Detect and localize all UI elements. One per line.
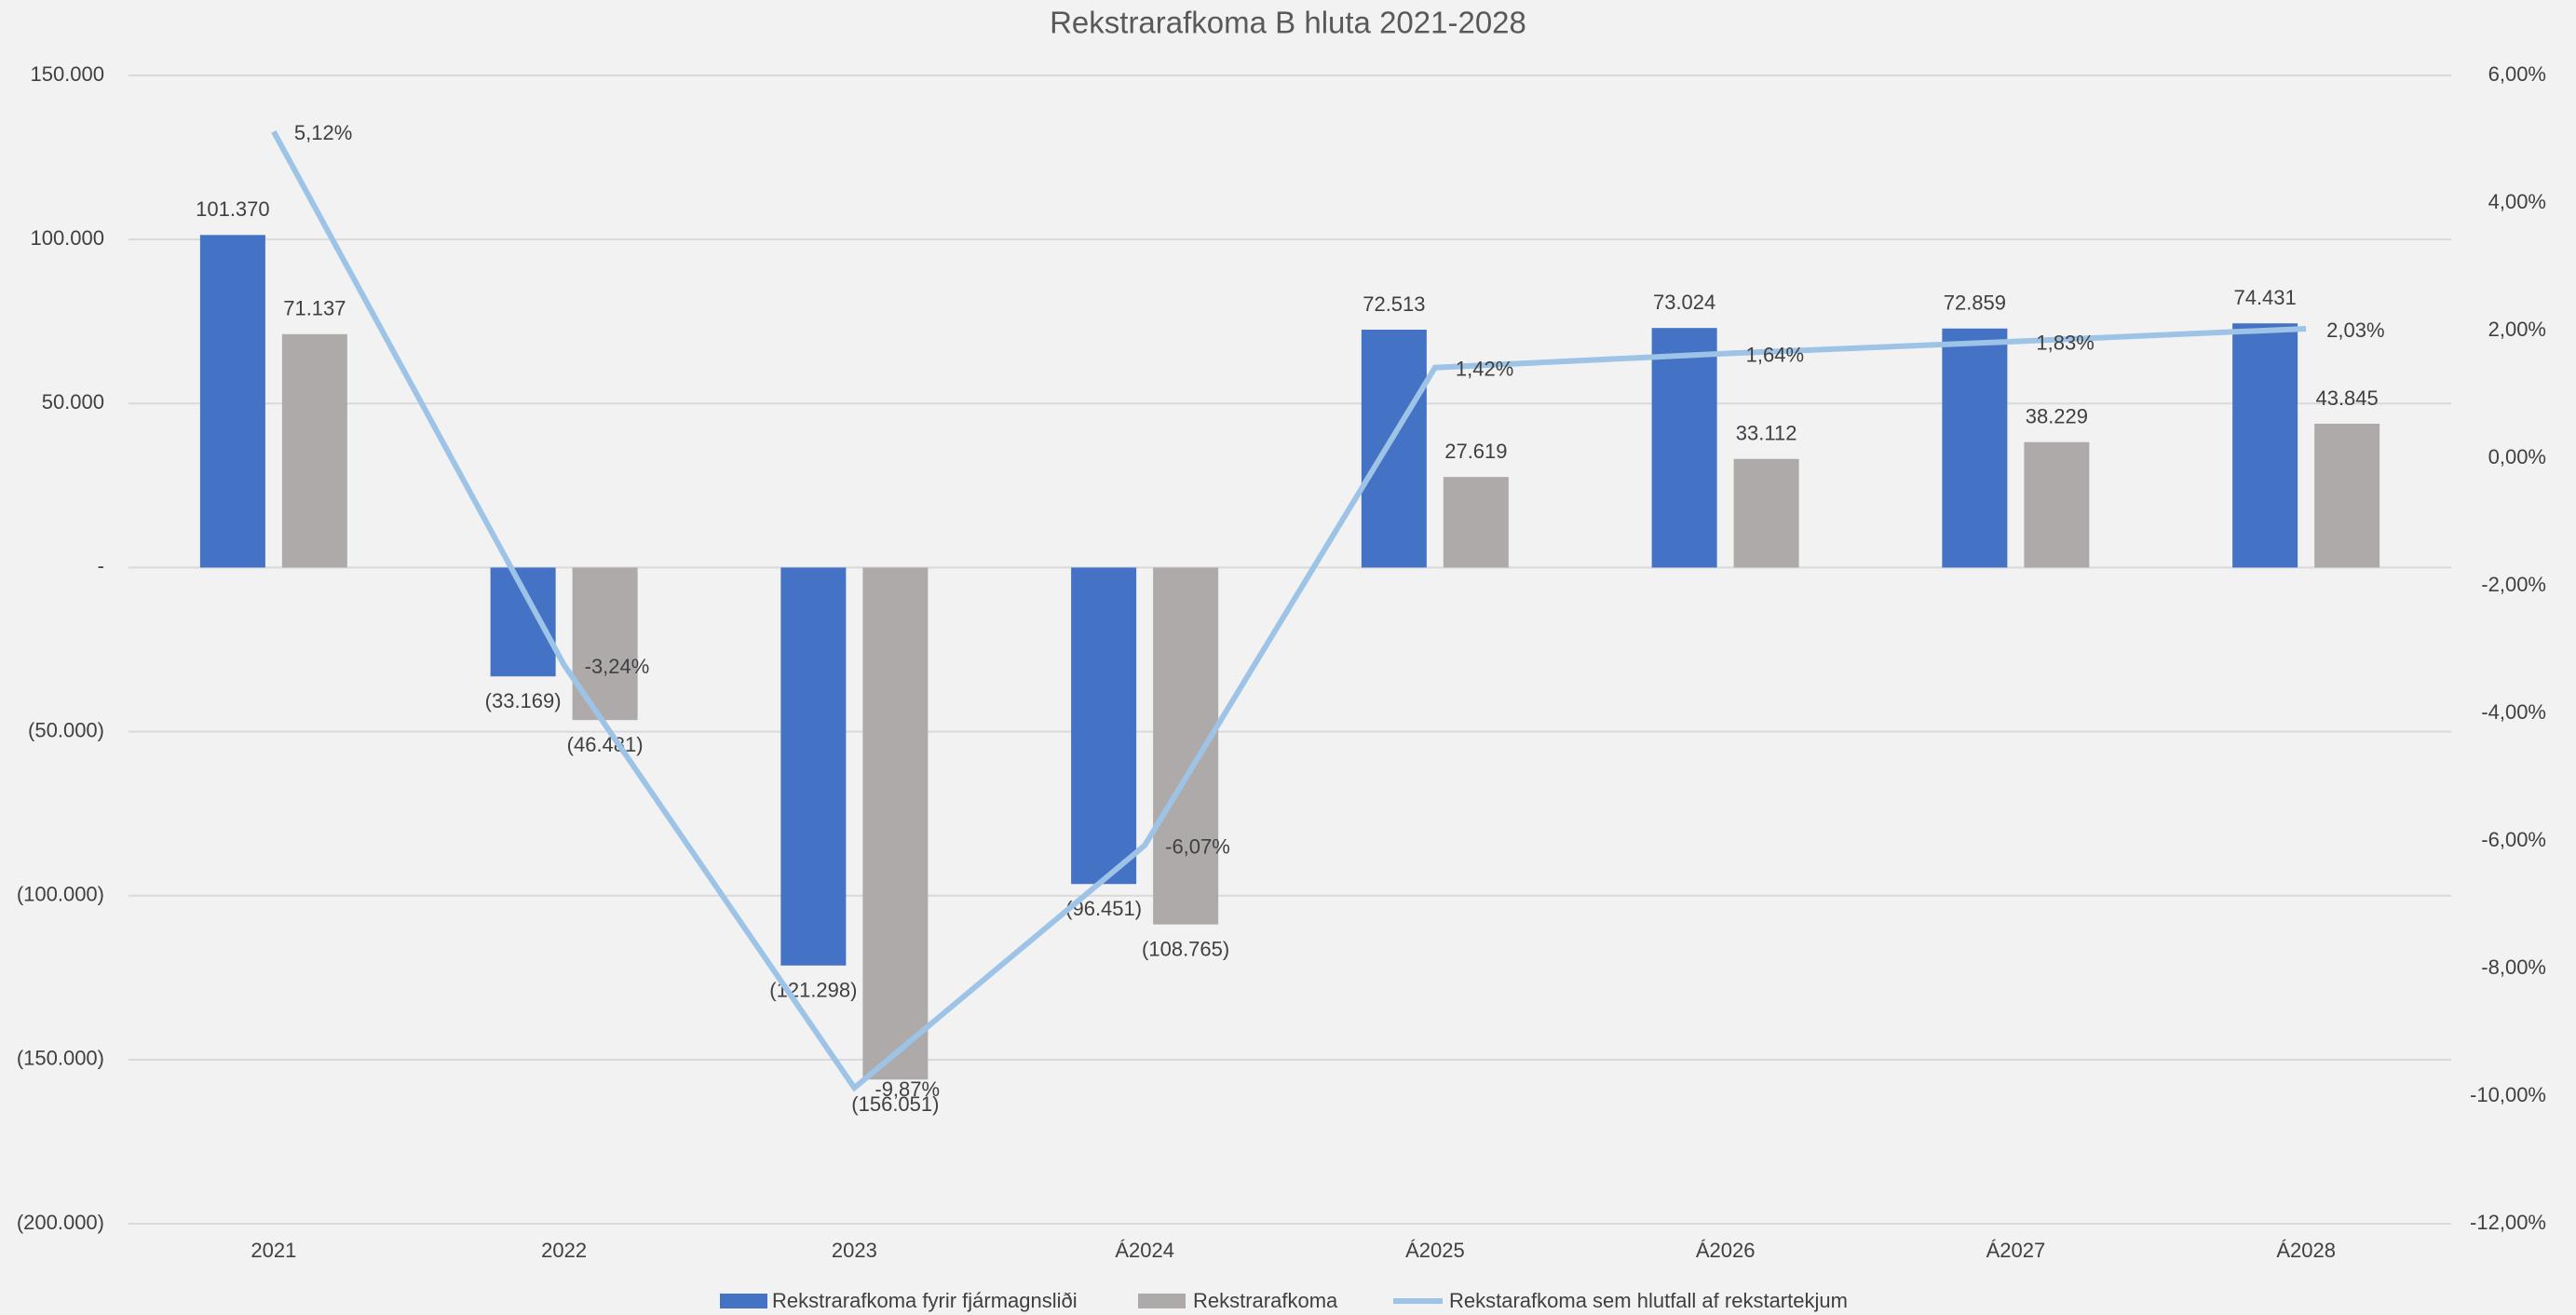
data-label: 72.513 — [1363, 292, 1425, 316]
line — [271, 129, 2307, 1092]
bar — [1361, 329, 1427, 568]
y-tick-label: - — [98, 554, 104, 577]
y2-tick-label: 2,00% — [2488, 318, 2546, 341]
chart-title: Rekstrarafkoma B hluta 2021-2028 — [1050, 6, 1526, 40]
data-label: 73.024 — [1653, 291, 1715, 314]
data-label: (46.481) — [567, 733, 644, 756]
data-label: 72.859 — [1944, 291, 2006, 315]
y-tick-label: 100.000 — [30, 226, 104, 250]
bar — [2024, 441, 2090, 568]
y-tick-label: (200.000) — [17, 1211, 104, 1234]
data-label: (156.051) — [851, 1092, 939, 1116]
x-tick-label: 2022 — [541, 1239, 587, 1262]
y-tick-label: (100.000) — [17, 883, 104, 906]
x-tick-label: Á2024 — [1115, 1239, 1174, 1262]
bar — [1153, 567, 1219, 925]
bar — [281, 333, 347, 568]
bar — [199, 235, 265, 568]
x-tick-label: Á2026 — [1696, 1239, 1756, 1262]
line-label: 1,64% — [1746, 343, 1804, 366]
data-label: 27.619 — [1444, 440, 1507, 463]
y-tick-label: (50.000) — [28, 718, 104, 741]
data-label: 71.137 — [283, 297, 346, 320]
y2-tick-label: -10,00% — [2470, 1083, 2546, 1106]
x-tick-label: Á2027 — [1986, 1239, 2046, 1262]
bar — [1942, 328, 2008, 568]
line-label: -3,24% — [585, 655, 650, 678]
data-label: 33.112 — [1736, 422, 1797, 445]
line-label: 2,03% — [2326, 319, 2384, 342]
y2-tick-label: 0,00% — [2488, 445, 2546, 468]
legend-label: Rekstrarafkoma — [1193, 1289, 1338, 1312]
y-tick-label: 50.000 — [42, 390, 104, 413]
x-tick-label: Á2028 — [2276, 1239, 2336, 1262]
y2-tick-label: -4,00% — [2481, 700, 2546, 724]
line-label: 1,83% — [2036, 331, 2094, 354]
data-label: 43.845 — [2315, 386, 2378, 410]
y-tick-label: 150.000 — [30, 62, 104, 86]
data-label: (33.169) — [485, 689, 562, 712]
x-tick-label: 2023 — [832, 1239, 877, 1262]
bar — [1651, 328, 1717, 568]
bar — [2232, 323, 2298, 568]
y2-tick-label: 4,00% — [2488, 190, 2546, 213]
line-label: 1,42% — [1456, 358, 1513, 381]
bar — [1443, 477, 1509, 568]
bar — [862, 567, 929, 1080]
y2-tick-label: -8,00% — [2481, 956, 2546, 979]
y2-tick-label: -12,00% — [2470, 1211, 2546, 1234]
y2-tick-label: -6,00% — [2481, 828, 2546, 851]
y2-tick-label: -2,00% — [2481, 573, 2546, 596]
y-tick-label: (150.000) — [17, 1047, 104, 1070]
data-label: 101.370 — [196, 197, 270, 221]
bar — [1733, 458, 1799, 568]
bar — [572, 567, 638, 721]
legend-swatch — [1138, 1294, 1186, 1308]
x-tick-label: 2021 — [251, 1239, 296, 1262]
bar — [1071, 567, 1137, 885]
line-label: -9,87% — [874, 1078, 940, 1101]
legend-label: Rekstrarafkoma fyrir fjármagnsliði — [772, 1289, 1078, 1312]
data-label: (108.765) — [1142, 937, 1229, 960]
bar — [2314, 423, 2380, 568]
x-tick-label: Á2025 — [1405, 1239, 1465, 1262]
line-label: 5,12% — [294, 121, 352, 144]
y2-tick-label: 6,00% — [2488, 62, 2546, 86]
bar — [780, 567, 847, 966]
line-label: -6,07% — [1165, 835, 1230, 859]
legend-label: Rekstarafkoma sem hlutfall af rekstartek… — [1449, 1289, 1848, 1312]
legend-swatch — [720, 1294, 767, 1308]
data-label: 38.229 — [2026, 405, 2088, 428]
data-label: 74.431 — [2233, 286, 2296, 309]
